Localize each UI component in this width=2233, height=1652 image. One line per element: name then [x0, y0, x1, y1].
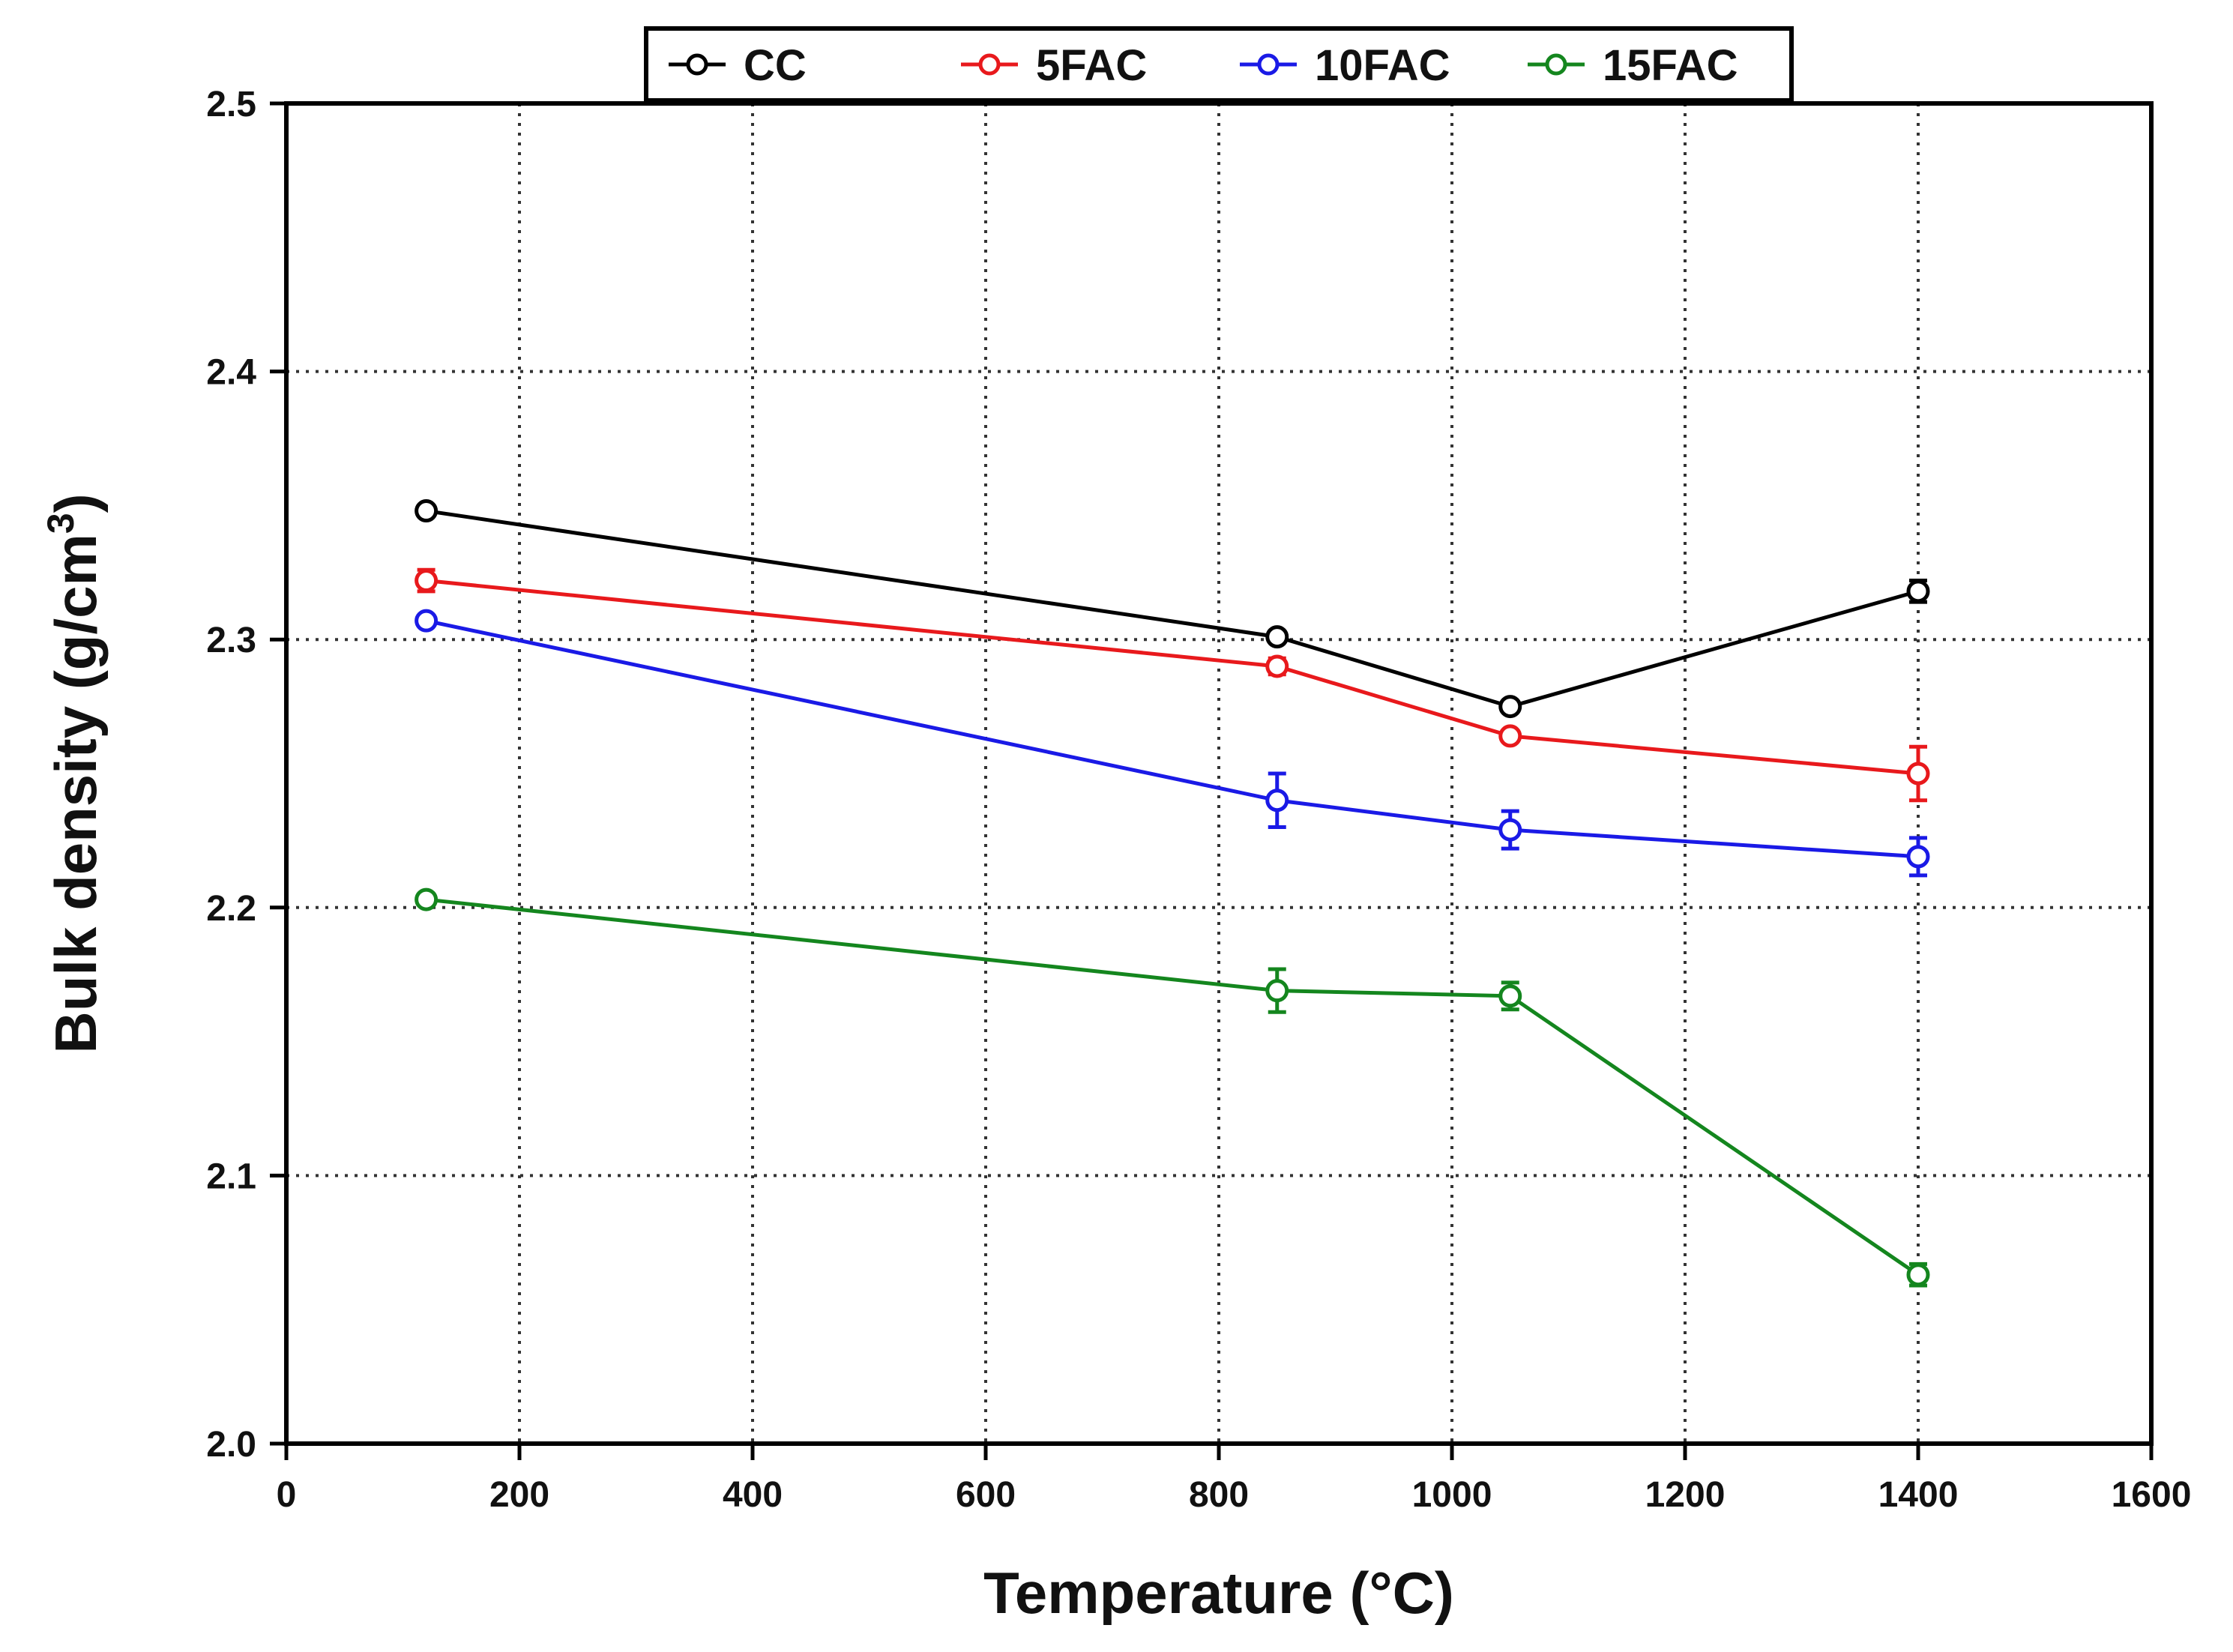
y-tick-label: 2.4: [206, 353, 256, 393]
data-point-5fac: [1906, 762, 1930, 786]
data-point-5fac: [1265, 654, 1289, 678]
series-line-cc: [426, 509, 1919, 709]
series-line-5fac: [426, 579, 1919, 776]
legend-marker-15fac: [1545, 53, 1567, 76]
y-tick-label: 2.2: [206, 889, 256, 929]
data-point-cc: [1906, 579, 1930, 603]
y-tick-label: 2.0: [206, 1425, 256, 1465]
y-tick-label: 2.5: [206, 85, 256, 124]
legend-box: [644, 26, 1794, 103]
data-point-15fac: [1906, 1263, 1930, 1287]
legend-marker-5fac: [978, 53, 1001, 76]
data-series: [415, 499, 1930, 1288]
series-5fac: [415, 567, 1930, 803]
x-tick-label: 1400: [1878, 1475, 1959, 1515]
legend-label-5fac: 5FAC: [1036, 41, 1147, 90]
axes: 0 200 400 600 800 1000 1200 1400 1600 2.0 2.1 2.2 2.…: [206, 85, 2191, 1515]
series-15fac: [415, 887, 1930, 1288]
data-point-10fac: [1906, 845, 1930, 869]
x-tick-label: 0: [277, 1475, 297, 1515]
data-point-15fac: [1498, 984, 1522, 1008]
data-point-10fac: [1265, 789, 1289, 813]
x-tick-label: 800: [1189, 1475, 1249, 1515]
legend-label-15fac: 15FAC: [1603, 41, 1738, 90]
x-tick-label: 1200: [1645, 1475, 1726, 1515]
y-tick-label: 2.1: [206, 1157, 256, 1196]
y-axis-title-close: ): [43, 493, 109, 513]
data-point-10fac: [415, 609, 439, 633]
y-tick-label: 2.3: [206, 621, 256, 660]
legend-label-10fac: 10FAC: [1315, 41, 1450, 90]
legend-label-cc: CC: [744, 41, 807, 90]
legend-marker-10fac: [1257, 53, 1280, 76]
series-cc: [415, 499, 1930, 719]
legend: CC 5FAC 10FAC 15FAC: [644, 26, 1794, 103]
x-tick-label: 1000: [1412, 1475, 1492, 1515]
data-point-cc: [415, 499, 439, 523]
data-point-10fac: [1498, 818, 1522, 842]
data-point-5fac: [1498, 724, 1522, 748]
series-10fac: [415, 609, 1930, 878]
x-tick-label: 200: [489, 1475, 549, 1515]
data-point-cc: [1498, 695, 1522, 719]
data-point-5fac: [415, 569, 439, 593]
data-point-15fac: [1265, 979, 1289, 1003]
x-axis-title: Temperature (°C): [983, 1560, 1454, 1626]
y-axis-title-superscript: 3: [40, 513, 82, 534]
y-axis-title: Bulk density (g/cm3): [40, 493, 109, 1053]
data-point-15fac: [415, 887, 439, 911]
series-line-15fac: [426, 897, 1920, 1276]
legend-marker-cc: [686, 53, 708, 76]
x-tick-label: 1600: [2112, 1475, 2192, 1515]
y-axis-title-main: Bulk density (g/cm: [43, 534, 109, 1053]
series-line-10fac: [426, 618, 1919, 859]
data-point-cc: [1265, 625, 1289, 649]
x-tick-label: 400: [723, 1475, 783, 1515]
x-tick-label: 600: [956, 1475, 1016, 1515]
